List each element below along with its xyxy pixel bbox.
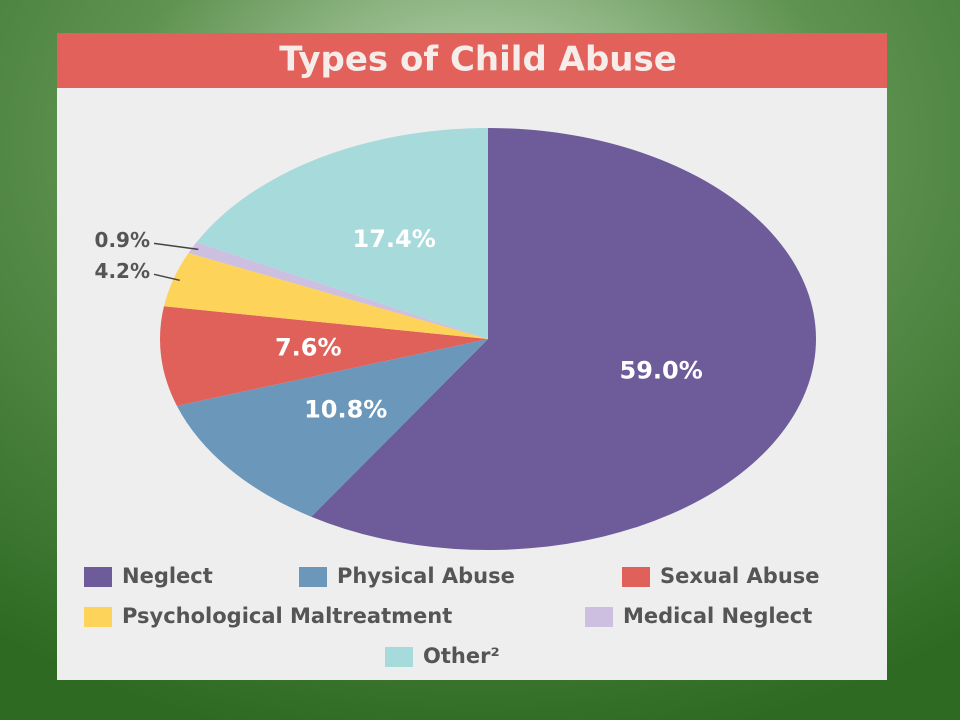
- pie-slice: [196, 128, 488, 339]
- legend-label: Physical Abuse: [337, 564, 515, 588]
- legend-label: Other²: [423, 644, 500, 668]
- legend-swatch: [622, 567, 650, 587]
- legend-label: Psychological Maltreatment: [122, 604, 452, 628]
- legend-label: Medical Neglect: [623, 604, 812, 628]
- slice-label: 7.6%: [275, 334, 342, 362]
- chart-title: Types of Child Abuse: [279, 40, 677, 80]
- slice-label: 59.0%: [620, 357, 703, 385]
- slice-label: 0.9%: [95, 228, 150, 252]
- legend-label: Neglect: [122, 564, 213, 588]
- legend: Neglect Physical Abuse Sexual Abuse Psychol…: [84, 564, 820, 668]
- pie-slice: [160, 306, 488, 406]
- pie-slice: [188, 242, 488, 339]
- pie-slice: [311, 128, 816, 550]
- pie: 59.0% 10.8% 7.6% 4.2% 0.9% 17.4%: [95, 128, 816, 550]
- pie-slice: [163, 252, 488, 339]
- legend-swatch: [84, 567, 112, 587]
- leader-line: [153, 242, 199, 251]
- slice-label: 10.8%: [304, 395, 387, 423]
- leader-line: [153, 273, 180, 282]
- title-bar: [57, 33, 887, 88]
- legend-swatch: [84, 607, 112, 627]
- slice-label: 4.2%: [95, 259, 150, 283]
- legend-swatch: [585, 607, 613, 627]
- pie-slice: [176, 339, 488, 517]
- legend-label: Sexual Abuse: [660, 564, 820, 588]
- legend-swatch: [385, 647, 413, 667]
- legend-swatch: [299, 567, 327, 587]
- slice-label: 17.4%: [353, 225, 436, 253]
